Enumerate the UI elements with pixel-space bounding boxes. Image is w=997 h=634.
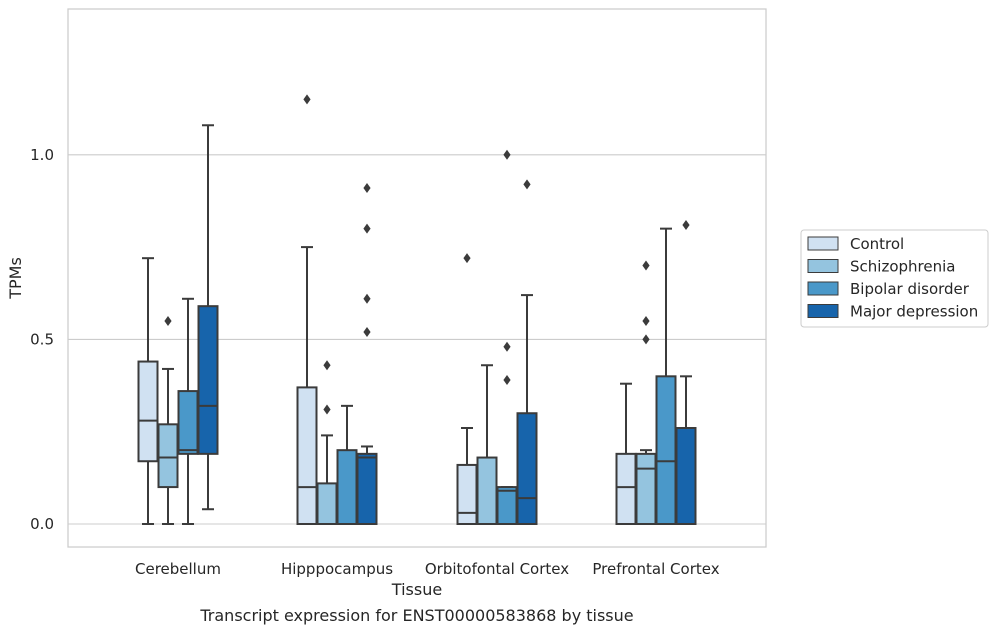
box-iqr <box>137 360 159 463</box>
legend-label: Bipolar disorder <box>850 280 970 298</box>
box-schizophrenia-1 <box>316 360 338 525</box>
box-iqr <box>635 452 657 525</box>
y-tick-label: 0.5 <box>30 330 54 348</box>
outlier-point <box>503 375 511 386</box>
x-tick-label: Prefrontal Cortex <box>592 560 719 578</box>
outlier-point <box>523 179 531 190</box>
box-control-0 <box>137 257 159 525</box>
box-bipolar-disorder-3 <box>655 227 677 525</box>
box-major-depression-2 <box>516 179 538 525</box>
box-iqr <box>655 375 677 525</box>
y-axis-title: TPMs <box>6 257 25 300</box>
legend-swatch <box>807 259 839 273</box>
box-major-depression-0 <box>197 124 219 511</box>
outlier-point <box>363 293 371 304</box>
box-iqr <box>336 449 358 525</box>
box-schizophrenia-2 <box>476 364 498 526</box>
outlier-point <box>363 327 371 338</box>
outlier-point <box>682 219 690 230</box>
box-major-depression-1 <box>356 183 378 525</box>
box-iqr <box>197 305 219 455</box>
x-tick-labels: Cerebellum Hipppocampus Orbitofontal Corte… <box>135 560 720 578</box>
outlier-point <box>642 315 650 326</box>
box-major-depression-3 <box>675 219 697 525</box>
x-tick-label: Cerebellum <box>135 560 221 578</box>
outlier-point <box>164 315 172 326</box>
outlier-point <box>363 223 371 234</box>
box-schizophrenia-3 <box>635 260 657 525</box>
outlier-point <box>323 360 331 371</box>
y-tick-label: 0.0 <box>30 515 54 533</box>
outlier-point <box>503 149 511 160</box>
outlier-point <box>642 260 650 271</box>
box-schizophrenia-0 <box>157 315 179 525</box>
outlier-point <box>503 341 511 352</box>
box-iqr <box>496 486 518 525</box>
box-control-3 <box>615 382 637 525</box>
boxes <box>137 94 697 526</box>
outlier-point <box>363 183 371 194</box>
outlier-point <box>303 94 311 105</box>
box-bipolar-disorder-1 <box>336 404 358 525</box>
y-tick-label: 1.0 <box>30 146 54 164</box>
box-iqr <box>615 452 637 525</box>
box-iqr <box>177 390 199 455</box>
legend-label: Major depression <box>850 303 978 321</box>
box-iqr <box>356 452 378 525</box>
box-iqr <box>316 482 338 525</box>
box-iqr <box>675 427 697 525</box>
legend-label: Control <box>850 235 904 253</box>
box-bipolar-disorder-0 <box>177 297 199 525</box>
legend: Control Schizophrenia Bipolar disorder Majo… <box>800 229 989 328</box>
legend-swatch <box>807 281 839 296</box>
box-iqr <box>476 456 498 526</box>
box-iqr <box>516 412 538 525</box>
y-tick-labels: 0.00.51.01.52.02.5 <box>30 146 54 533</box>
box-iqr <box>296 386 318 525</box>
box-bipolar-disorder-2 <box>496 149 518 525</box>
box-iqr <box>157 423 179 489</box>
legend-swatch <box>807 304 839 318</box>
x-tick-label: Orbitofontal Cortex <box>425 560 569 578</box>
legend-swatch <box>807 236 839 251</box>
box-control-2 <box>456 253 478 526</box>
chart-title: Transcript expression for ENST0000058386… <box>199 606 633 625</box>
legend-frame <box>800 229 989 328</box>
outlier-point <box>323 404 331 415</box>
x-axis-title: Tissue <box>391 580 442 599</box>
plot-frame <box>67 8 767 548</box>
outlier-point <box>463 253 471 264</box>
outlier-point <box>642 334 650 345</box>
box-control-1 <box>296 94 318 525</box>
box-iqr <box>456 463 478 526</box>
legend-label: Schizophrenia <box>850 258 955 276</box>
x-tick-label: Hipppocampus <box>281 560 393 578</box>
